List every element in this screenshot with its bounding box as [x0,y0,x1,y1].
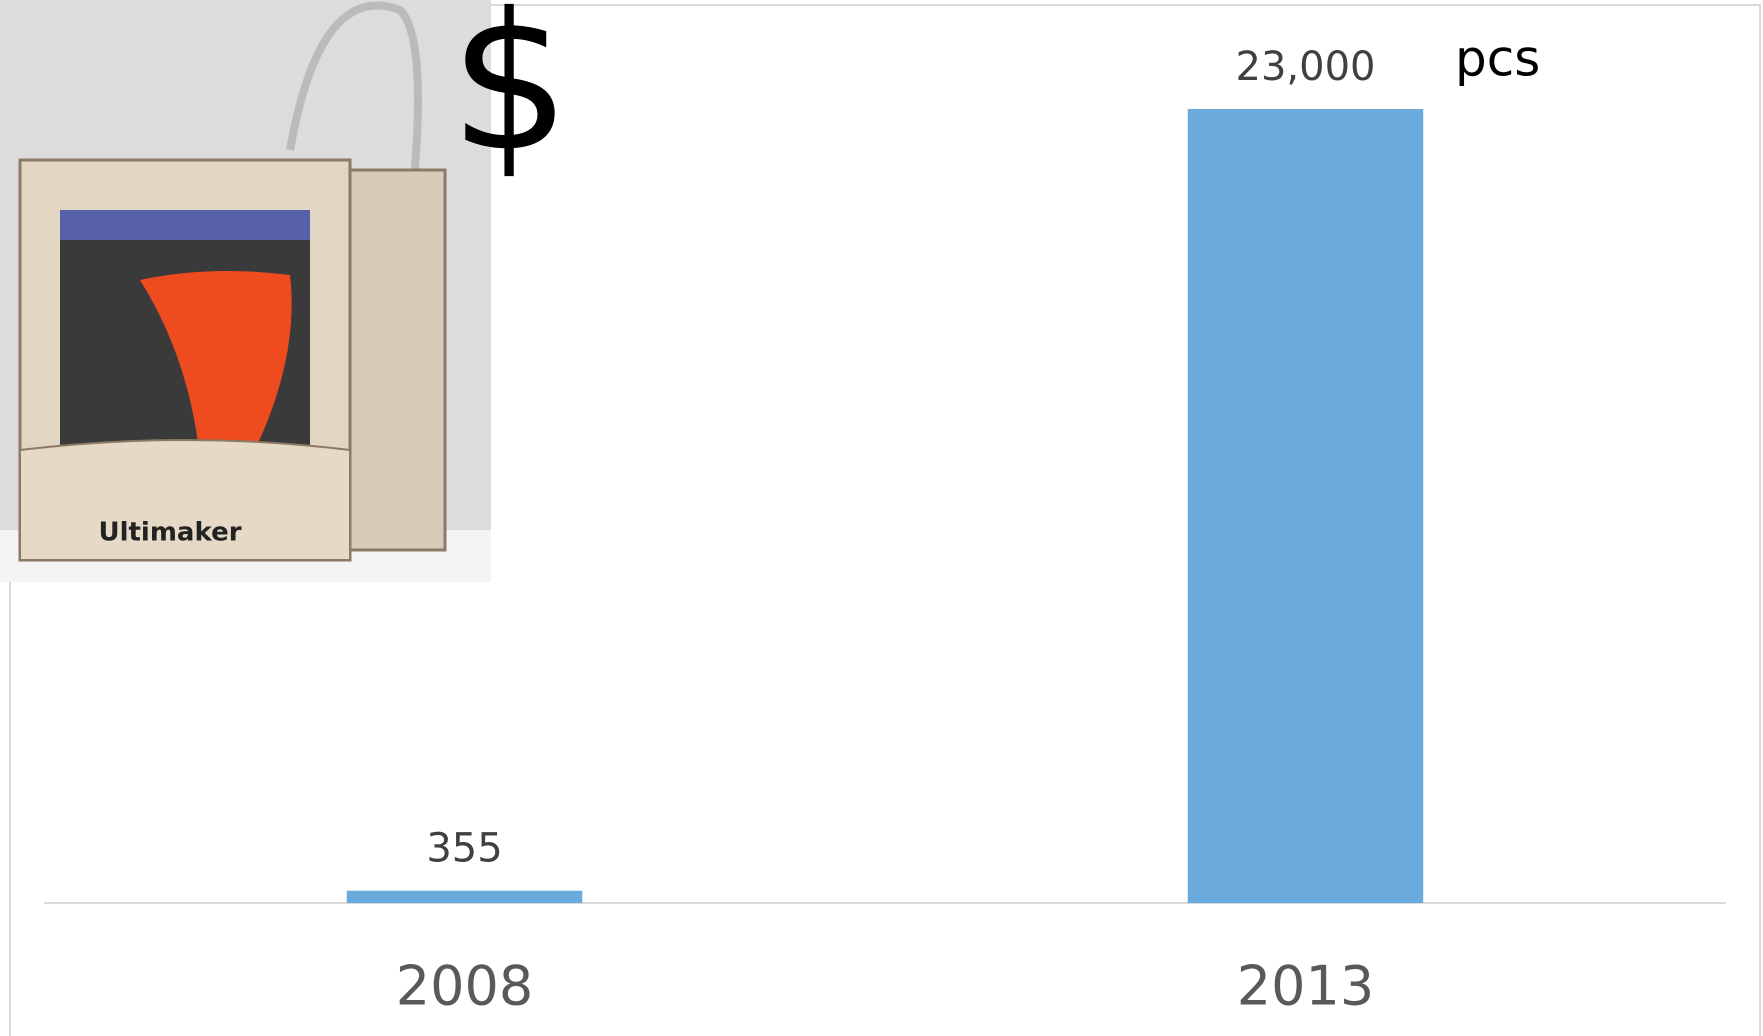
value-label: 355 [426,826,502,872]
x-tick-label: 2013 [1237,955,1374,1018]
x-tick-label: 2008 [396,955,533,1018]
unit-annotation: pcs [1455,30,1540,88]
currency-annotation: $ [450,0,571,193]
bar [346,890,583,903]
value-label: 23,000 [1236,44,1376,90]
photo-label: Ultimaker [98,518,241,548]
bar [1187,109,1424,903]
printer-photo: Ultimaker [0,0,491,582]
